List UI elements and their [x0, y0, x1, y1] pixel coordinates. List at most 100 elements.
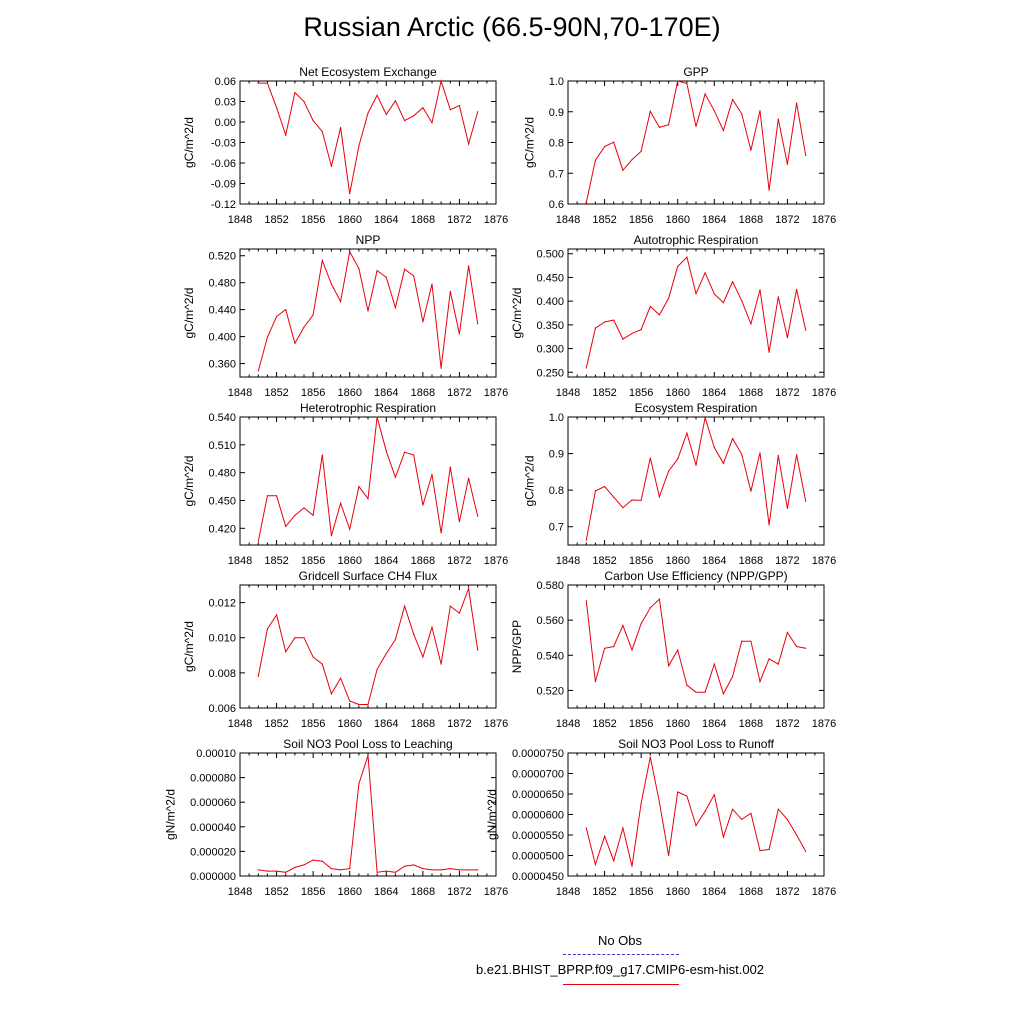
- data-point: [422, 107, 424, 109]
- data-point: [468, 869, 470, 871]
- data-point: [686, 82, 688, 85]
- data-point: [349, 251, 351, 253]
- data-point: [704, 417, 706, 419]
- y-axis-label: NPP/GPP: [510, 620, 524, 673]
- data-point: [613, 319, 615, 321]
- data-point: [340, 126, 342, 129]
- y-tick-label: 0.9: [549, 107, 564, 119]
- x-tick-label: 1876: [484, 387, 508, 399]
- data-point: [768, 848, 770, 851]
- y-tick-label: 0.250: [536, 367, 564, 379]
- y-tick-label: 0.510: [208, 440, 236, 452]
- data-point: [303, 326, 305, 328]
- data-point: [431, 122, 433, 124]
- data-point: [477, 515, 479, 517]
- data-point: [431, 473, 433, 476]
- data-point: [668, 470, 670, 472]
- data-point: [358, 267, 360, 270]
- data-point: [585, 201, 587, 204]
- x-tick-label: 1856: [629, 214, 653, 226]
- y-tick-label: 1.0: [549, 76, 564, 88]
- x-tick-label: 1848: [556, 214, 580, 226]
- y-axis-label: gC/m^2/d: [182, 117, 196, 168]
- data-point: [649, 756, 651, 758]
- y-tick-label: 0.006: [208, 703, 236, 715]
- plot-frame: [567, 80, 825, 205]
- data-point: [321, 663, 323, 665]
- y-tick-label: 0.010: [208, 633, 236, 645]
- x-tick-label: 1852: [264, 718, 288, 730]
- data-point: [713, 794, 715, 796]
- y-tick-label: 0.0000550: [512, 830, 564, 842]
- x-tick-label: 1876: [484, 214, 508, 226]
- data-point: [741, 300, 743, 302]
- data-point: [713, 446, 715, 448]
- data-point: [349, 528, 351, 530]
- data-point: [668, 297, 670, 299]
- x-tick-label: 1864: [374, 886, 398, 898]
- chart-panel: Autotrophic Respiration 1848 1852 1856 1860 1…: [510, 233, 836, 399]
- y-tick-label: -0.09: [211, 179, 236, 191]
- plot-frame: [567, 248, 825, 378]
- page-title: Russian Arctic (66.5-90N,70-170E): [303, 12, 721, 42]
- data-point: [458, 105, 460, 107]
- data-point: [686, 256, 688, 258]
- y-tick-label: 0.480: [208, 278, 236, 290]
- data-point: [394, 871, 396, 873]
- data-point: [622, 624, 624, 627]
- chart-panel: NPP 1848 1852 1856 1860 1864 1868 1872 1876 0.360…: [182, 233, 508, 399]
- series-line: [257, 416, 479, 542]
- data-point: [631, 332, 633, 334]
- y-tick-label: 0.8: [549, 138, 564, 150]
- x-tick-label: 1852: [264, 387, 288, 399]
- y-tick-label: 0.06: [215, 76, 236, 88]
- chart-panel: Net Ecosystem Exchange 1848 1852 1856 1860 18…: [182, 65, 508, 226]
- panel-title: Gridcell Surface CH4 Flux: [299, 569, 438, 583]
- data-point: [312, 514, 314, 516]
- chart-panel: Carbon Use Efficiency (NPP/GPP) 1848 1852 1…: [510, 569, 836, 730]
- data-point: [449, 466, 451, 468]
- data-point: [741, 113, 743, 115]
- y-tick-label: 0.03: [215, 97, 236, 109]
- x-tick-label: 1872: [775, 387, 799, 399]
- x-tick-label: 1864: [702, 387, 726, 399]
- x-tick-label: 1876: [812, 718, 836, 730]
- data-point: [294, 637, 296, 639]
- panel-title: Net Ecosystem Exchange: [299, 65, 437, 79]
- data-point: [330, 535, 332, 537]
- data-point: [658, 126, 661, 128]
- data-point: [276, 870, 278, 872]
- x-tick-label: 1848: [228, 718, 252, 730]
- data-point: [677, 791, 679, 793]
- x-tick-label: 1852: [592, 886, 616, 898]
- panel-title: Soil NO3 Pool Loss to Runoff: [618, 737, 775, 751]
- data-point: [777, 663, 779, 665]
- data-point: [777, 296, 779, 298]
- data-point: [449, 605, 451, 607]
- data-point: [658, 598, 661, 600]
- y-tick-label: 0.0000700: [512, 769, 564, 781]
- data-point: [257, 540, 259, 542]
- x-tick-label: 1860: [337, 214, 361, 226]
- data-point: [704, 93, 706, 95]
- data-point: [750, 640, 752, 642]
- x-tick-label: 1852: [592, 555, 616, 567]
- y-tick-label: 0.520: [536, 685, 564, 697]
- data-point: [376, 94, 378, 96]
- x-tick-label: 1868: [739, 387, 763, 399]
- y-tick-label: 0.008: [208, 668, 236, 680]
- data-point: [622, 338, 624, 340]
- data-point: [294, 92, 296, 94]
- x-tick-label: 1868: [739, 214, 763, 226]
- y-tick-label: 0.400: [536, 296, 564, 308]
- x-tick-label: 1864: [702, 886, 726, 898]
- data-point: [741, 453, 743, 455]
- data-point: [704, 691, 706, 693]
- data-point: [713, 293, 715, 295]
- data-point: [594, 681, 597, 683]
- y-tick-label: 0.350: [536, 320, 564, 332]
- data-point: [631, 499, 633, 501]
- data-point: [786, 818, 789, 821]
- legend-model-label: b.e21.BHIST_BPRP.f09_g17.CMIP6-esm-hist.…: [475, 962, 765, 977]
- data-point: [585, 600, 587, 602]
